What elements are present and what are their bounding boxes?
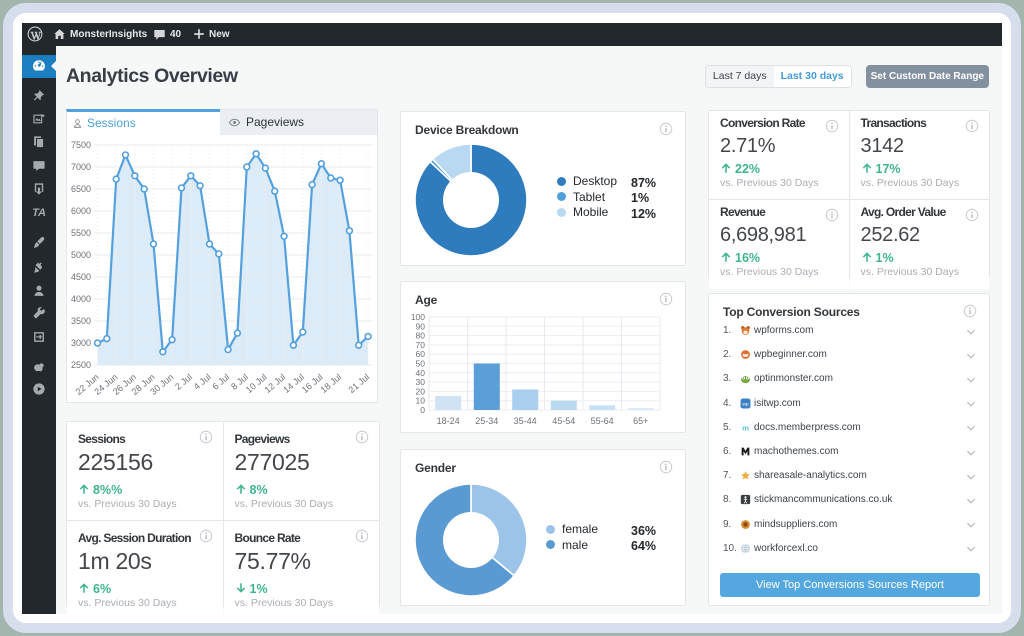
svg-text:40: 40 [416, 367, 426, 377]
svg-text:50: 50 [416, 358, 426, 368]
svg-text:20: 20 [416, 386, 426, 396]
svg-text:m: m [742, 423, 749, 432]
svg-text:70: 70 [416, 339, 426, 349]
svg-text:7500: 7500 [71, 140, 91, 150]
svg-text:5500: 5500 [71, 228, 91, 238]
svg-text:65+: 65+ [633, 416, 648, 426]
svg-text:0: 0 [420, 405, 425, 415]
svg-text:18 Jul: 18 Jul [319, 371, 344, 394]
svg-text:80: 80 [416, 330, 426, 340]
svg-text:60: 60 [416, 349, 426, 359]
svg-text:25-34: 25-34 [475, 416, 498, 426]
svg-text:5000: 5000 [71, 250, 91, 260]
svg-text:6500: 6500 [71, 184, 91, 194]
svg-text:90: 90 [416, 321, 426, 331]
svg-text:7000: 7000 [71, 162, 91, 172]
svg-text:3500: 3500 [71, 316, 91, 326]
svg-text:45-54: 45-54 [552, 416, 575, 426]
svg-text:30: 30 [416, 377, 426, 387]
svg-text:4500: 4500 [71, 272, 91, 282]
svg-text:55-64: 55-64 [591, 416, 614, 426]
svg-text:6 Jul: 6 Jul [210, 371, 231, 391]
svg-text:21 Jul: 21 Jul [347, 371, 372, 394]
svg-text:wp: wp [742, 402, 749, 407]
svg-text:10: 10 [416, 395, 426, 405]
svg-text:100: 100 [411, 312, 425, 322]
svg-text:4000: 4000 [71, 294, 91, 304]
svg-text:2 Jul: 2 Jul [173, 371, 194, 391]
svg-text:2500: 2500 [71, 360, 91, 370]
svg-text:6000: 6000 [71, 206, 91, 216]
svg-text:35-44: 35-44 [514, 416, 537, 426]
svg-text:3000: 3000 [71, 338, 91, 348]
svg-text:4 Jul: 4 Jul [192, 371, 213, 391]
svg-text:18-24: 18-24 [437, 416, 460, 426]
